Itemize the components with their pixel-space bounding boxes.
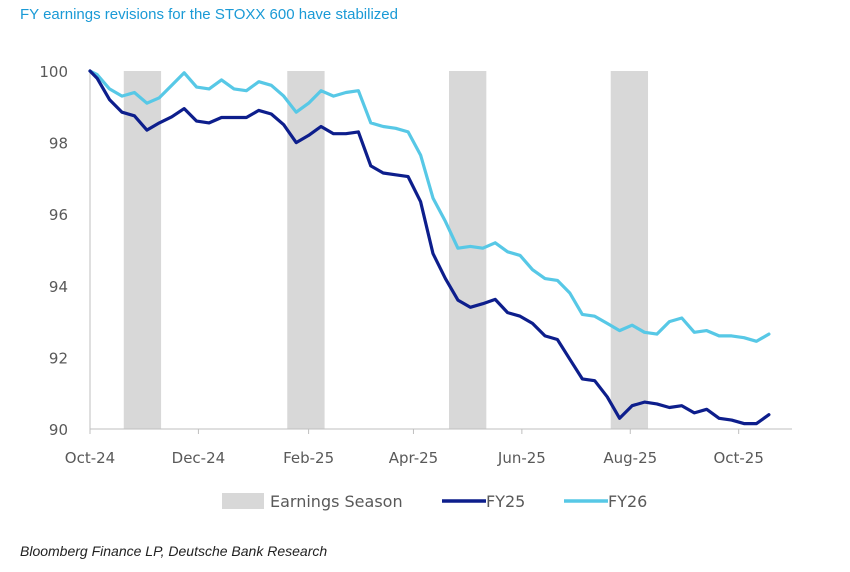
y-tick-label: 96 — [49, 206, 68, 224]
x-tick-label: Oct-24 — [65, 449, 115, 467]
chart-title: FY earnings revisions for the STOXX 600 … — [20, 6, 398, 23]
earnings-season-band — [287, 71, 325, 429]
x-axis: Oct-24 Dec-24 Feb-25 Apr-25 Jun-25 Aug-25 Oct-… — [65, 428, 792, 467]
legend-label-fy25: FY25 — [486, 492, 525, 511]
series-line-fy25 — [88, 69, 771, 426]
y-tick-label: 100 — [39, 63, 68, 81]
legend-label-earnings-season: Earnings Season — [270, 492, 403, 511]
legend: Earnings Season FY25 FY26 — [222, 492, 647, 511]
earnings-season-band — [123, 71, 162, 429]
series-line-fy26 — [88, 69, 771, 343]
earnings-season-band — [610, 71, 649, 429]
legend-swatch-earnings-season — [222, 493, 264, 509]
x-tick-label: Oct-25 — [713, 449, 763, 467]
x-tick-label: Dec-24 — [172, 449, 226, 467]
series-lines — [88, 69, 771, 426]
y-tick-label: 94 — [49, 278, 68, 296]
legend-label-fy26: FY26 — [608, 492, 647, 511]
y-tick-label: 98 — [49, 135, 68, 153]
x-tick-label: Apr-25 — [389, 449, 439, 467]
source-note: Bloomberg Finance LP, Deutsche Bank Rese… — [20, 543, 328, 559]
y-tick-label: 90 — [49, 421, 68, 439]
y-axis: 90 92 94 96 98 100 — [39, 63, 91, 439]
x-tick-label: Feb-25 — [283, 449, 334, 467]
earnings-season-band — [448, 71, 487, 429]
x-tick-label: Jun-25 — [497, 449, 546, 467]
x-tick-label: Aug-25 — [603, 449, 657, 467]
y-tick-label: 92 — [49, 349, 68, 367]
shaded-periods — [123, 71, 649, 429]
